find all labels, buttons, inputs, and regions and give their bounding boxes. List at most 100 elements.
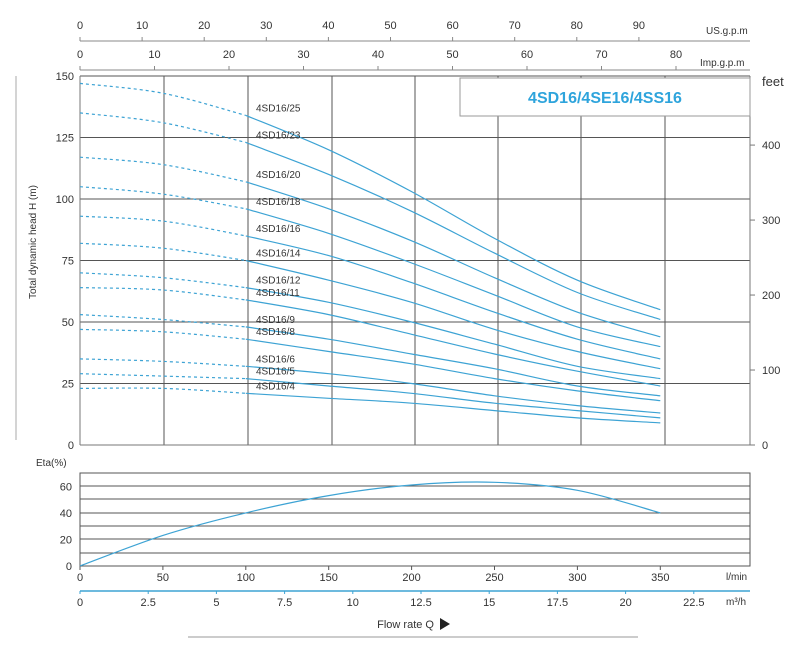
top-axis-tick-label: 0 — [77, 49, 83, 61]
m3h-tick-label: 5 — [213, 597, 219, 609]
x-tick-label: 300 — [568, 572, 586, 584]
top-axes: 0 10 20 30 40 50 60 70 80 90 US.g.p.m 0 10 20 30 40 50 60… — [77, 20, 750, 71]
top-axis-tick-label: 30 — [297, 49, 309, 61]
series-label: 4SD16/11 — [256, 288, 300, 299]
x-axis-label: Flow rate Q — [377, 619, 434, 631]
head-curve-dashed — [79, 314, 246, 328]
series-label: 4SD16/9 — [256, 315, 295, 326]
eta-axis-label: Eta(%) — [36, 458, 67, 469]
m3h-tick-label: 15 — [483, 597, 495, 609]
top-axis-tick-label: 10 — [136, 20, 148, 32]
x-unit-label: l/min — [726, 572, 747, 583]
title-box — [459, 77, 751, 117]
head-curve-dashed — [79, 242, 246, 262]
head-y-tick-label: 150 — [56, 71, 74, 83]
series-label: 4SD16/5 — [256, 367, 295, 378]
head-curve-dashed — [79, 82, 246, 116]
head-y-tick-label: 0 — [68, 440, 74, 452]
top-axis-unit-1: Imp.g.p.m — [700, 58, 744, 69]
series-label: 4SD16/16 — [256, 224, 301, 235]
series-label: 4SD16/25 — [256, 103, 301, 114]
head-curve-dashed — [79, 186, 246, 210]
top-axis-tick-label: 20 — [223, 49, 235, 61]
series-label: 4SD16/18 — [256, 197, 301, 208]
top-axis-tick-label: 10 — [148, 49, 160, 61]
head-curve-dashed — [79, 387, 246, 394]
top-axis-unit-0: US.g.p.m — [706, 26, 748, 37]
feet-tick-label: 200 — [762, 290, 780, 302]
m3h-tick-label: 20 — [619, 597, 631, 609]
x-tick-label: 150 — [320, 572, 338, 584]
top-axis-tick-label: 0 — [77, 20, 83, 32]
m3h-tick-label: 0 — [77, 597, 83, 609]
eta-y-tick-label: 20 — [60, 534, 72, 546]
head-curve-dashed — [79, 156, 246, 183]
head-curve — [245, 392, 661, 424]
x-tick-label: 50 — [157, 572, 169, 584]
series-label: 4SD16/4 — [256, 381, 295, 392]
head-y-tick-label: 100 — [56, 194, 74, 206]
top-axis-tick-label: 20 — [198, 20, 210, 32]
feet-tick-label: 0 — [762, 440, 768, 452]
top-axis-tick-label: 80 — [670, 49, 682, 61]
eta-y-tick-label: 60 — [60, 481, 72, 493]
head-curve-dashed — [79, 358, 246, 367]
series-label: 4SD16/20 — [256, 170, 301, 181]
head-curve-dashed — [79, 373, 246, 380]
head-curve — [245, 208, 661, 348]
series-label: 4SD16/23 — [256, 130, 301, 141]
top-axis-tick-label: 50 — [384, 20, 396, 32]
chart-title: 4SD16/4SE16/4SS16 — [528, 90, 682, 107]
head-y-tick-label: 125 — [56, 133, 74, 145]
head-curve — [245, 326, 661, 397]
head-curve-dashed — [79, 215, 246, 237]
m3h-tick-label: 10 — [347, 597, 359, 609]
top-axis-tick-label: 80 — [571, 20, 583, 32]
m3h-tick-label: 17.5 — [547, 597, 568, 609]
head-curve — [245, 235, 661, 360]
x-tick-label: 200 — [402, 572, 420, 584]
head-y-tick-label: 50 — [62, 317, 74, 329]
x-tick-label: 0 — [77, 572, 83, 584]
efficiency-curve — [79, 481, 661, 567]
eta-frame — [79, 472, 751, 567]
feet-axis-label: feet — [762, 74, 784, 89]
efficiency-chart: 0 20 40 60 — [60, 472, 751, 573]
head-curve — [245, 338, 661, 402]
head-curve — [245, 287, 661, 380]
top-axis-tick-label: 60 — [521, 49, 533, 61]
head-curve — [245, 378, 661, 419]
feet-tick-label: 300 — [762, 215, 780, 227]
arrow-right-icon — [440, 618, 450, 630]
head-curve-dashed — [79, 328, 246, 340]
top-axis-tick-label: 60 — [446, 20, 458, 32]
head-chart-grid: 0 25 50 75 100 125 150 0 100 200 300 400 — [15, 71, 780, 452]
m3h-tick-label: 22.5 — [683, 597, 704, 609]
bottom-axes: 0 50 100 150 200 250 300 350 0 2.5 5 7.5 10 12.5 15 17.… — [77, 566, 750, 638]
x-tick-label: 100 — [237, 572, 255, 584]
head-curve-dashed — [79, 287, 246, 301]
m3h-tick-label: 7.5 — [277, 597, 292, 609]
head-curve — [245, 114, 661, 311]
head-curve — [245, 141, 661, 321]
top-axis-tick-label: 40 — [372, 49, 384, 61]
top-axis-tick-label: 70 — [509, 20, 521, 32]
top-axis-tick-label: 50 — [446, 49, 458, 61]
m3h-unit-label: m³/h — [726, 597, 746, 608]
eta-y-tick-label: 0 — [66, 561, 72, 573]
m3h-tick-label: 2.5 — [141, 597, 156, 609]
top-axis-tick-label: 90 — [633, 20, 645, 32]
eta-y-tick-label: 40 — [60, 508, 72, 520]
head-y-tick-label: 75 — [62, 256, 74, 268]
feet-tick-label: 400 — [762, 140, 780, 152]
series-label: 4SD16/14 — [256, 249, 301, 260]
top-axis-tick-label: 70 — [595, 49, 607, 61]
series-label: 4SD16/8 — [256, 327, 295, 338]
m3h-tick-label: 12.5 — [410, 597, 431, 609]
head-curve — [245, 259, 661, 370]
feet-tick-label: 100 — [762, 365, 780, 377]
top-axis-tick-label: 40 — [322, 20, 334, 32]
head-curve-dashed — [79, 272, 246, 289]
x-tick-label: 350 — [651, 572, 669, 584]
